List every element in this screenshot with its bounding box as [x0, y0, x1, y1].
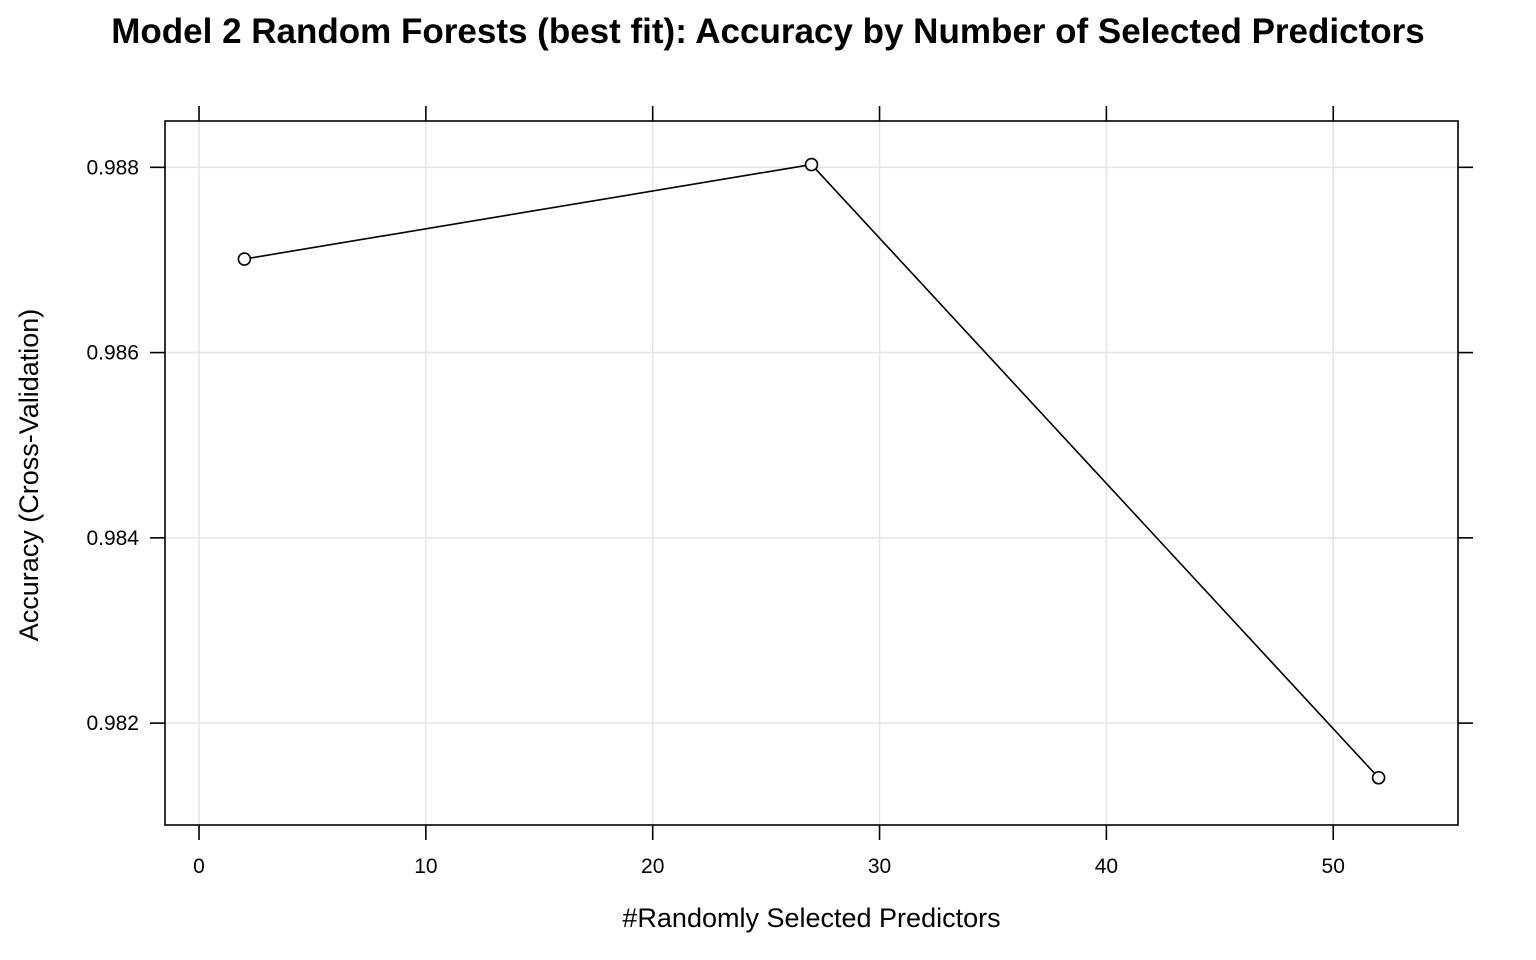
y-tick-label: 0.984 — [86, 527, 139, 550]
x-tick-label: 30 — [868, 855, 891, 878]
series-line — [244, 163, 1380, 779]
data-series — [244, 163, 1380, 779]
chart-title: Model 2 Random Forests (best fit): Accur… — [111, 12, 1425, 51]
y-axis-label: Accuracy (Cross-Validation) — [14, 309, 44, 642]
x-tick-label: 20 — [641, 855, 664, 878]
plot-frame — [164, 120, 1459, 826]
data-point — [237, 252, 252, 266]
data-point — [804, 157, 819, 172]
x-tick-label: 50 — [1322, 855, 1345, 878]
x-tick-label: 0 — [193, 855, 205, 878]
x-axis-label: #Randomly Selected Predictors — [622, 903, 1000, 933]
y-tick-label: 0.986 — [86, 342, 139, 365]
y-tick-label: 0.988 — [86, 156, 139, 179]
x-tick-label: 10 — [414, 855, 437, 878]
axis-ticks: 0 10 20 30 40 50 0.982 0.984 0.986 0.988 — [86, 106, 1473, 878]
grid-lines — [165, 121, 1458, 825]
data-points — [237, 157, 1386, 785]
data-point — [1371, 770, 1386, 785]
x-tick-label: 40 — [1095, 855, 1118, 878]
y-tick-label: 0.982 — [86, 712, 139, 735]
